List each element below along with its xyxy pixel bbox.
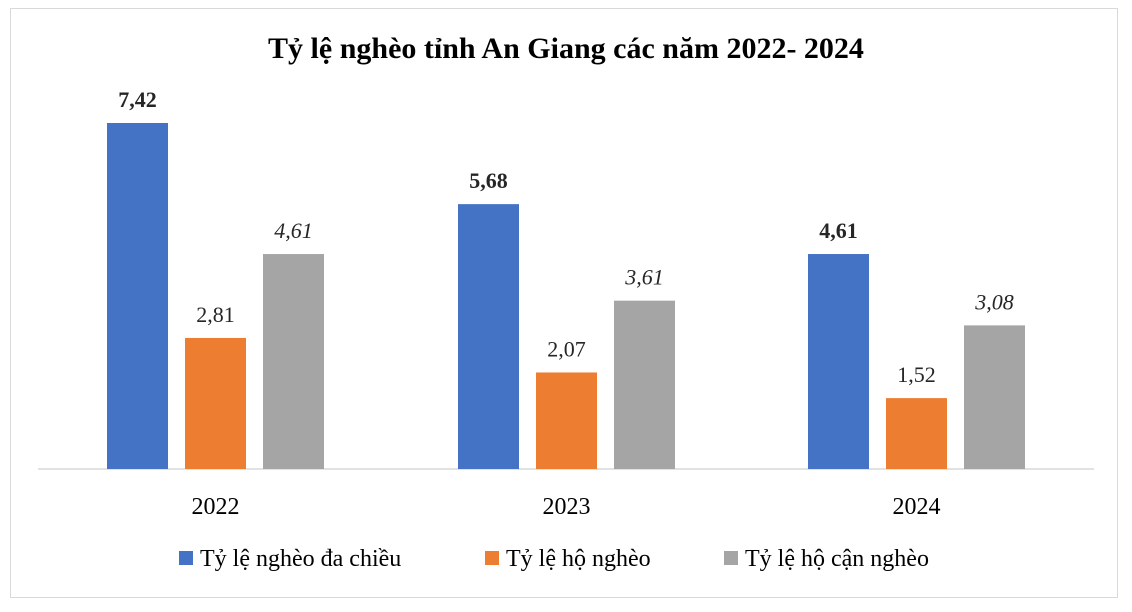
- bar-ty-le-ho-ngheo-2023: [536, 372, 597, 469]
- legend-swatch-ty-le-ho-can-ngheo: [724, 551, 738, 565]
- data-label-ty-le-ho-can-ngheo-2024: 3,08: [974, 289, 1014, 314]
- data-label-ty-le-ho-ngheo-2024: 1,52: [897, 362, 936, 387]
- legend-label-ty-le-ho-ngheo: Tỷ lệ hộ nghèo: [506, 546, 651, 572]
- x-tick-label-2024: 2024: [893, 494, 941, 520]
- data-label-ty-le-ho-can-ngheo-2022: 4,61: [274, 218, 313, 243]
- bar-ty-le-ngheo-da-chieu-2022: [107, 123, 168, 469]
- bar-ty-le-ho-ngheo-2022: [185, 337, 246, 469]
- x-tick-label-2022: 2022: [192, 494, 240, 520]
- legend-item-ty-le-ngheo-da-chieu: Tỷ lệ nghèo đa chiều: [179, 546, 401, 572]
- legend-label-ty-le-ho-can-ngheo: Tỷ lệ hộ cận nghèo: [745, 546, 929, 572]
- data-labels-layer: 7,42 2,81 4,61 5,68 2,07 3,61 4,61 1,52 3,08: [118, 87, 1014, 387]
- bar-ty-le-ho-can-ngheo-2022: [263, 254, 324, 469]
- x-tick-label-2023: 2023: [543, 494, 591, 520]
- bar-ty-le-ho-ngheo-2024: [886, 398, 947, 469]
- bars-layer: [107, 123, 1025, 470]
- bar-ty-le-ngheo-da-chieu-2023: [458, 204, 519, 470]
- legend-item-ty-le-ho-can-ngheo: Tỷ lệ hộ cận nghèo: [724, 546, 929, 572]
- bar-ty-le-ho-can-ngheo-2023: [614, 300, 675, 469]
- legend-item-ty-le-ho-ngheo: Tỷ lệ hộ nghèo: [485, 546, 651, 572]
- legend-swatch-ty-le-ngheo-da-chieu: [179, 551, 193, 565]
- data-label-ty-le-ho-can-ngheo-2023: 3,61: [624, 265, 664, 290]
- data-label-ty-le-ngheo-da-chieu-2024: 4,61: [819, 218, 858, 243]
- legend: Tỷ lệ nghèo đa chiều Tỷ lệ hộ nghèo Tỷ lệ …: [179, 546, 929, 572]
- chart-title: Tỷ lệ nghèo tỉnh An Giang các năm 2022- …: [268, 32, 864, 65]
- data-label-ty-le-ho-ngheo-2023: 2,07: [547, 336, 586, 361]
- data-label-ty-le-ngheo-da-chieu-2023: 5,68: [469, 168, 508, 193]
- legend-swatch-ty-le-ho-ngheo: [485, 551, 499, 565]
- chart-frame: [10, 8, 1118, 598]
- data-label-ty-le-ho-ngheo-2022: 2,81: [196, 302, 235, 327]
- data-label-ty-le-ngheo-da-chieu-2022: 7,42: [118, 87, 157, 112]
- bar-ty-le-ngheo-da-chieu-2024: [808, 254, 869, 469]
- bar-ty-le-ho-can-ngheo-2024: [964, 325, 1025, 469]
- legend-label-ty-le-ngheo-da-chieu: Tỷ lệ nghèo đa chiều: [200, 546, 401, 572]
- x-tick-labels: 2022 2023 2024: [192, 494, 941, 520]
